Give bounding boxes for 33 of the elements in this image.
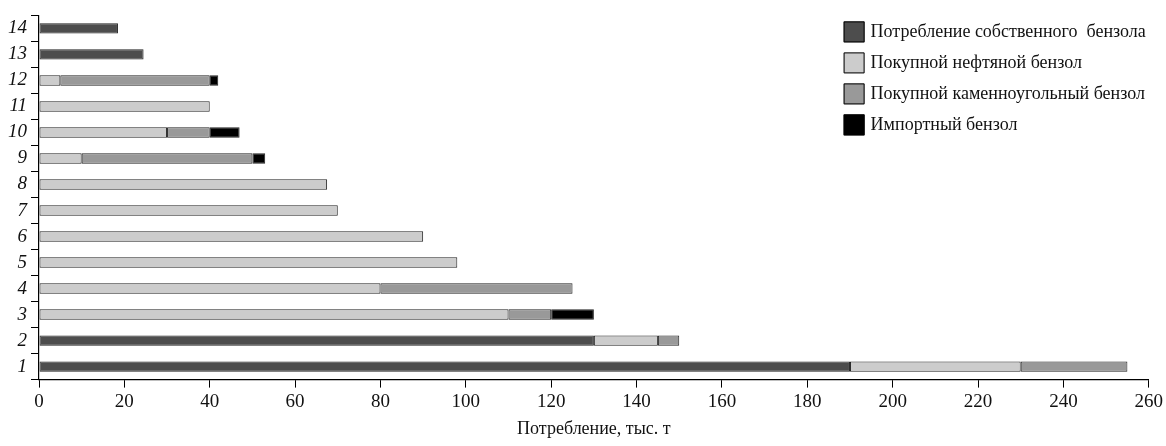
y-tick-label: 11	[9, 94, 27, 116]
y-tick-label: 14	[8, 16, 28, 38]
y-tick-label: 6	[17, 224, 28, 246]
x-tick-label: 20	[114, 389, 134, 411]
x-tick-label: 200	[878, 389, 907, 411]
y-tick-label: 10	[8, 120, 28, 142]
y-tick-label: 7	[17, 198, 29, 220]
y-tick-label: 1	[17, 354, 27, 376]
x-tick-label: 80	[370, 389, 390, 411]
x-tick-label: 0	[34, 389, 44, 411]
y-tick-label: 3	[16, 302, 27, 324]
x-tick-label: 100	[451, 389, 481, 411]
y-tick-label: 5	[17, 250, 27, 272]
legend-label: Потребление собственного бензола	[870, 21, 1146, 42]
legend-label: Покупной нефтяной бензол	[870, 52, 1082, 73]
x-tick-label: 160	[707, 389, 737, 411]
y-tick-label: 4	[17, 276, 28, 298]
x-tick-label: 60	[285, 389, 305, 411]
legend-label: Импортный бензол	[870, 114, 1018, 135]
y-tick-label: 12	[8, 68, 28, 90]
x-tick-label: 260	[1134, 389, 1163, 411]
x-tick-label: 180	[793, 389, 822, 411]
y-tick-label: 8	[17, 172, 28, 194]
x-tick-label: 220	[963, 389, 993, 411]
legend-label: Покупной каменноугольный бензол	[870, 83, 1145, 104]
x-tick-label: 140	[622, 389, 651, 411]
x-tick-label: 120	[536, 389, 566, 411]
x-tick-label: 40	[200, 389, 220, 411]
x-axis-title: Потребление, тыс. т	[517, 417, 671, 438]
y-tick-label: 13	[8, 42, 27, 64]
y-tick-label: 2	[17, 328, 28, 350]
x-tick-label: 240	[1049, 389, 1078, 411]
y-tick-label: 9	[17, 146, 28, 168]
